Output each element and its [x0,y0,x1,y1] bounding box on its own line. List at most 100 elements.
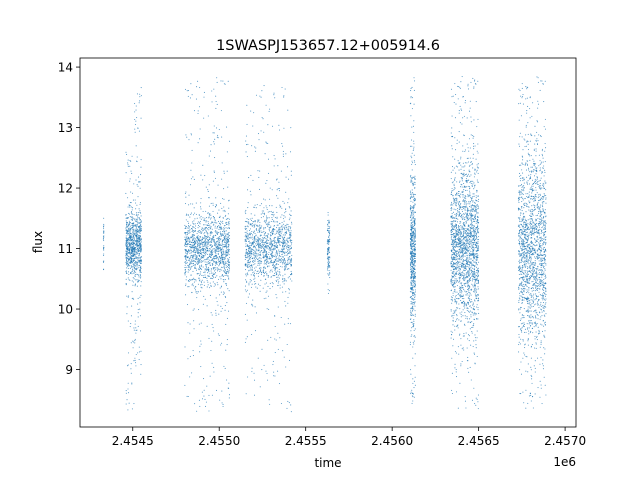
data-point [244,264,246,266]
data-point [132,251,134,253]
data-point [137,312,139,314]
data-point [274,254,276,256]
data-point [128,273,130,275]
data-point [216,233,218,235]
data-point [128,212,130,215]
data-point [258,262,260,264]
data-point [266,273,268,275]
data-point [220,202,222,204]
data-point [210,246,212,248]
data-point [410,190,412,192]
data-point [249,260,252,262]
data-point [289,252,291,254]
data-point [273,265,275,267]
data-point [220,250,222,252]
data-point [462,200,464,202]
data-point [282,150,284,152]
data-point [129,260,132,262]
data-point [265,221,267,223]
data-point [128,213,131,215]
data-point [254,204,256,206]
data-point [127,252,130,254]
data-point [194,249,196,252]
data-point [198,255,200,258]
data-point [191,265,193,267]
data-point [289,236,291,238]
data-point [260,213,262,215]
data-point [246,236,248,238]
data-point [132,255,134,257]
data-point [257,250,259,252]
data-point [278,228,280,230]
data-point [413,279,415,281]
data-point [185,234,187,236]
data-point [271,125,274,127]
data-point [134,219,136,221]
data-point [196,273,198,275]
data-point [131,254,134,256]
data-point [248,240,250,242]
data-point [262,244,264,246]
data-point [126,216,128,219]
data-point [256,239,258,241]
data-point [204,261,206,263]
data-point [221,402,223,404]
data-point [281,259,283,261]
data-point [251,217,253,219]
data-point [212,224,214,226]
data-point [130,368,132,370]
data-point [136,156,138,158]
data-point [136,224,138,226]
data-point [228,269,230,271]
data-point [195,286,197,288]
data-point [137,258,139,260]
data-point [190,266,192,268]
data-point [225,244,227,246]
data-point [327,283,329,285]
data-point [219,270,221,272]
data-point [244,228,247,230]
data-point [193,235,195,237]
data-point [199,231,202,233]
data-point [471,244,473,247]
data-point [140,226,142,228]
data-point [463,280,465,282]
data-point [264,255,266,257]
data-point [134,249,136,251]
data-point [278,277,280,279]
data-point [134,123,136,126]
data-point [216,238,218,240]
data-point [211,252,213,254]
data-point [135,262,137,264]
data-point [127,217,129,220]
data-point [223,172,225,174]
data-point [410,174,412,176]
data-point [186,395,188,397]
data-point [215,257,217,259]
data-point [284,208,287,210]
data-point [137,241,139,243]
data-point [129,229,131,231]
data-point [329,226,331,228]
data-point [132,218,134,220]
data-point [276,241,278,244]
data-point [132,260,134,262]
data-point [454,83,456,85]
data-point [218,246,220,248]
data-point [246,228,248,230]
data-point [133,232,135,234]
data-point [471,239,473,241]
data-point [197,244,199,246]
data-point [208,271,210,273]
data-point [131,383,133,385]
data-point [223,264,225,266]
data-point [197,242,199,244]
data-point [411,86,413,89]
data-point [227,263,229,265]
data-point [477,244,479,246]
data-point [282,218,285,220]
data-point [208,236,210,238]
data-point [272,243,274,245]
data-point [187,89,190,92]
data-point [460,283,462,285]
